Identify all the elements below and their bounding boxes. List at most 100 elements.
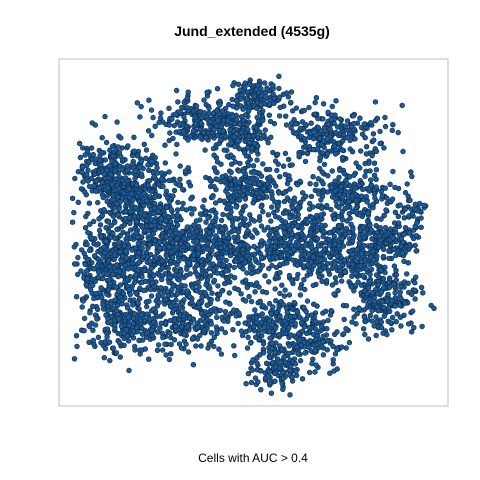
scatter-point	[412, 242, 418, 249]
scatter-point	[360, 272, 366, 279]
scatter-point	[211, 127, 217, 133]
scatter-point	[98, 162, 104, 168]
scatter-point	[354, 247, 360, 253]
scatter-point	[138, 312, 145, 318]
scatter-point	[152, 123, 158, 130]
scatter-point	[276, 215, 282, 221]
scatter-point	[256, 284, 262, 290]
scatter-point	[140, 253, 147, 259]
scatter-point	[232, 143, 238, 150]
scatter-point	[379, 193, 386, 199]
scatter-point	[219, 108, 226, 114]
scatter-point	[111, 256, 118, 262]
scatter-point	[341, 331, 347, 337]
scatter-point	[298, 125, 304, 132]
scatter-point	[412, 296, 418, 302]
scatter-point	[229, 96, 235, 103]
scatter-point	[203, 209, 209, 216]
scatter-point	[285, 156, 292, 163]
scatter-point	[146, 167, 152, 174]
scatter-point	[273, 274, 279, 280]
scatter-point	[358, 193, 365, 199]
scatter-point	[236, 179, 242, 186]
scatter-point	[342, 206, 348, 212]
scatter-point	[341, 257, 347, 263]
scatter-point	[133, 290, 139, 296]
scatter-point	[132, 168, 139, 174]
scatter-point	[407, 197, 413, 204]
scatter-point	[221, 198, 228, 204]
scatter-point	[380, 276, 387, 282]
scatter-point	[184, 224, 191, 230]
scatter-point	[89, 276, 96, 282]
scatter-point	[105, 287, 112, 293]
scatter-point	[386, 284, 393, 290]
scatter-point	[248, 281, 255, 288]
scatter-point	[368, 242, 374, 249]
scatter-point	[272, 286, 278, 292]
scatter-point	[110, 345, 117, 351]
scatter-point	[281, 189, 288, 196]
scatter-point	[302, 121, 308, 128]
scatter-point	[362, 160, 368, 167]
scatter-point	[184, 104, 190, 111]
scatter-point	[294, 308, 300, 315]
scatter-point	[333, 98, 339, 104]
scatter-point	[130, 320, 136, 327]
scatter-point	[178, 240, 184, 247]
scatter-point	[135, 300, 141, 306]
scatter-point	[189, 211, 195, 217]
scatter-point	[138, 103, 144, 110]
scatter-point	[306, 268, 312, 274]
scatter-point	[80, 164, 86, 170]
scatter-point	[332, 151, 339, 157]
scatter-point	[371, 137, 377, 143]
scatter-point	[217, 197, 223, 204]
scatter-point	[341, 132, 347, 138]
scatter-point	[348, 284, 355, 290]
scatter-point	[260, 303, 266, 309]
scatter-point	[240, 192, 246, 198]
scatter-point	[302, 242, 309, 248]
scatter-point	[156, 119, 162, 126]
scatter-point	[289, 374, 295, 380]
scatter-point	[245, 370, 252, 377]
scatter-point	[266, 254, 272, 261]
scatter-point	[344, 180, 350, 187]
scatter-point	[256, 217, 263, 223]
scatter-point	[413, 248, 419, 254]
scatter-point	[363, 193, 369, 200]
scatter-point	[145, 182, 151, 188]
scatter-point	[365, 210, 371, 216]
scatter-point	[227, 126, 233, 133]
scatter-point	[131, 279, 138, 286]
scatter-point	[155, 342, 162, 348]
scatter-point	[116, 240, 122, 246]
scatter-point	[331, 143, 338, 149]
scatter-point	[257, 129, 263, 135]
scatter-point	[179, 229, 186, 235]
scatter-point	[282, 359, 289, 365]
scatter-point	[93, 156, 99, 162]
scatter-point	[352, 136, 358, 142]
scatter-point	[171, 337, 178, 343]
scatter-point	[195, 279, 201, 286]
scatter-point	[283, 122, 290, 128]
scatter-point	[114, 226, 120, 233]
scatter-point	[350, 113, 356, 119]
scatter-point	[378, 289, 385, 295]
scatter-point	[177, 176, 183, 183]
scatter-point	[275, 233, 281, 239]
scatter-point	[264, 180, 271, 187]
scatter-point	[235, 320, 241, 327]
scatter-point	[337, 268, 343, 274]
scatter-point	[379, 298, 385, 305]
scatter-point	[166, 356, 173, 363]
scatter-point	[333, 279, 339, 286]
scatter-point	[330, 343, 336, 349]
scatter-point	[144, 311, 150, 317]
scatter-point	[84, 276, 91, 282]
scatter-point	[128, 190, 135, 197]
scatter-point	[113, 350, 120, 356]
scatter-point	[329, 265, 336, 271]
